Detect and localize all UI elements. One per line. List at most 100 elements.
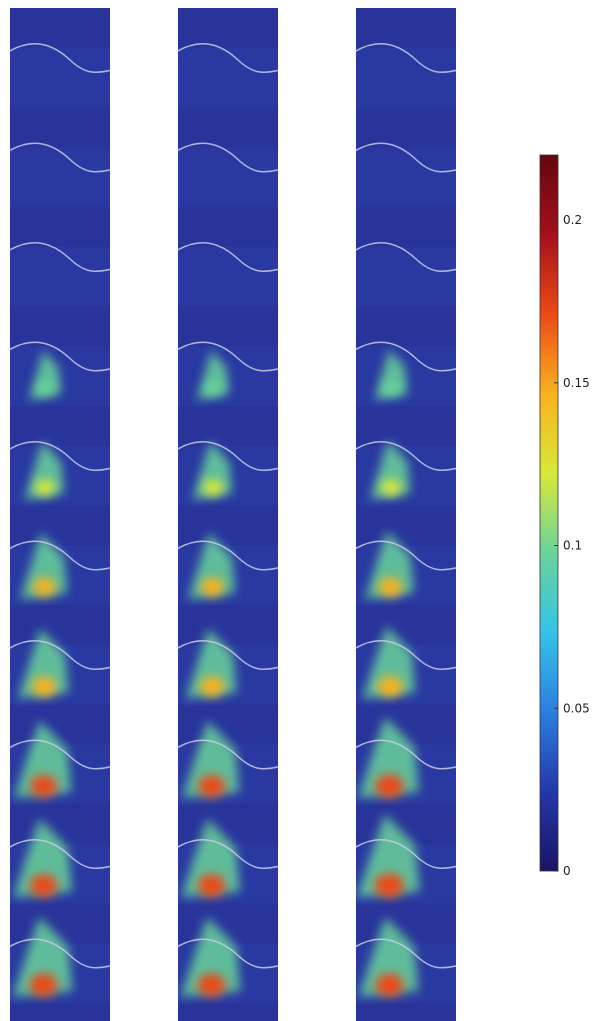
image-frame [178, 917, 278, 1003]
heat-plume [13, 818, 73, 898]
heat-core [203, 479, 224, 496]
frame-divider [10, 739, 110, 770]
heat-plume [365, 531, 414, 600]
frame-divider [10, 441, 110, 472]
frame-divider [178, 142, 278, 173]
heat-core [200, 676, 225, 697]
image-frame [178, 242, 278, 307]
heat-core [30, 775, 58, 798]
image-frame [10, 720, 110, 804]
image-frame [10, 818, 110, 904]
image-frame [356, 142, 456, 207]
image-frame [356, 242, 456, 307]
image-frame [178, 142, 278, 207]
frame-divider [356, 540, 456, 571]
colorbar-tick-label: 0.15 [563, 376, 590, 390]
image-frame [356, 626, 456, 705]
image-frame [356, 716, 456, 804]
frame-divider [356, 739, 456, 770]
image-frame [10, 441, 110, 506]
image-frame [356, 917, 456, 1003]
colorbar-gradient [539, 154, 559, 872]
image-strips [10, 8, 456, 1021]
heat-core [37, 381, 55, 396]
colorbar-tick-label: 0 [563, 864, 571, 878]
frame-divider [356, 43, 456, 74]
frame-divider [10, 839, 110, 870]
image-frame [356, 43, 456, 108]
frame-divider [178, 43, 278, 74]
frame-divider [178, 739, 278, 770]
frame-divider [356, 640, 456, 671]
heat-plume [182, 720, 240, 799]
image-column [178, 8, 278, 1021]
colorbar-tick-label: 0.1 [563, 539, 582, 553]
heat-plume [356, 814, 420, 898]
heat-core [378, 577, 403, 597]
colorbar-ticks: 0 0.05 0.1 0.15 0.2 [554, 213, 590, 878]
heat-core [375, 973, 404, 997]
heat-plume [362, 626, 416, 699]
image-frame [10, 341, 110, 406]
image-column [10, 8, 110, 1021]
heat-core [375, 774, 404, 798]
image-frame [178, 43, 278, 108]
frame-divider [10, 540, 110, 571]
heat-plume [20, 532, 68, 600]
frame-divider [10, 242, 110, 273]
image-frame [10, 917, 110, 1003]
heat-core [382, 380, 401, 396]
image-frame [356, 440, 456, 506]
heat-plume [12, 917, 73, 998]
heat-core [33, 577, 57, 597]
colorbar: 0 0.05 0.1 0.15 0.2 [539, 154, 590, 878]
image-frame [178, 341, 278, 406]
heat-core [377, 676, 403, 697]
heat-core [201, 577, 225, 597]
heat-core [35, 479, 56, 496]
frame-divider [178, 341, 278, 372]
frame-divider [178, 938, 278, 969]
image-frame [178, 818, 278, 904]
image-frame [10, 628, 110, 705]
image-column [356, 8, 456, 1021]
image-frame [10, 532, 110, 605]
heat-core [197, 973, 226, 997]
heat-core [197, 874, 226, 897]
heat-core [374, 873, 404, 898]
frame-divider [356, 142, 456, 173]
frame-divider [10, 938, 110, 969]
image-frame [10, 242, 110, 307]
colorbar-tick-label: 0.05 [563, 701, 590, 715]
image-frame [178, 720, 278, 804]
heat-plume [188, 532, 236, 600]
frame-divider [178, 441, 278, 472]
frame-divider [178, 242, 278, 273]
heat-plume [357, 716, 419, 799]
frame-divider [178, 839, 278, 870]
heat-plume [180, 917, 241, 998]
image-frame [178, 532, 278, 605]
image-frame [10, 142, 110, 207]
image-frame [356, 341, 456, 406]
heat-core [32, 676, 57, 697]
heat-core [29, 874, 58, 897]
heat-core [198, 775, 226, 798]
heat-plume [358, 917, 419, 998]
frame-divider [356, 341, 456, 372]
image-frame [356, 814, 456, 904]
frame-divider [10, 341, 110, 372]
heat-core [29, 973, 58, 997]
colorbar-tick-label: 0.2 [563, 213, 582, 227]
image-frame [178, 441, 278, 506]
heat-plume [181, 818, 241, 898]
frame-divider [356, 938, 456, 969]
heat-plume [14, 720, 72, 799]
frame-divider [356, 441, 456, 472]
image-frame [10, 43, 110, 108]
frame-divider [356, 839, 456, 870]
image-frame [178, 628, 278, 705]
heat-core [205, 381, 223, 396]
frame-divider [10, 43, 110, 74]
